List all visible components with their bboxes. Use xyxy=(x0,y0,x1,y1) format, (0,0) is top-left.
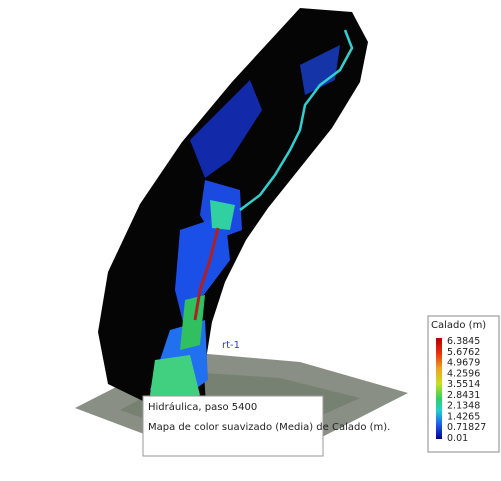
legend-label: 3.5514 xyxy=(447,379,480,390)
caption-line: Mapa de color suavizado (Media) de Calad… xyxy=(148,422,390,433)
annotation-label: rt-1 xyxy=(222,340,240,351)
legend-label: 5.6762 xyxy=(447,347,480,358)
legend-colorbar xyxy=(436,338,442,439)
legend-label: 1.4265 xyxy=(447,411,480,422)
legend: Calado (m) 6.38455.67624.96794.25963.551… xyxy=(428,316,499,452)
legend-label: 4.9679 xyxy=(447,358,480,369)
legend-label: 2.8431 xyxy=(447,390,480,401)
legend-label: 6.3845 xyxy=(447,336,480,347)
legend-label: 2.1348 xyxy=(447,401,480,412)
legend-label: 4.2596 xyxy=(447,368,480,379)
legend-label: 0.01 xyxy=(447,433,468,444)
caption-line: Hidráulica, paso 5400 xyxy=(148,401,257,413)
legend-title: Calado (m) xyxy=(431,320,486,331)
viewport: rt-1 Hidráulica, paso 5400 Mapa de color… xyxy=(0,0,501,481)
legend-label: 0.71827 xyxy=(447,422,486,433)
